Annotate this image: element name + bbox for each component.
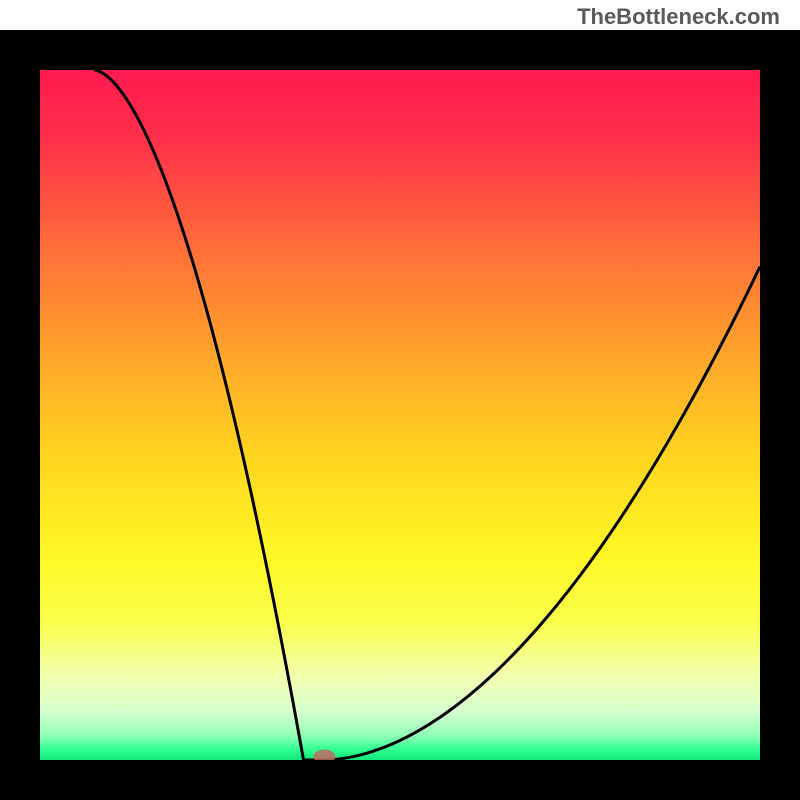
watermark-text: TheBottleneck.com xyxy=(577,4,780,30)
chart-background xyxy=(40,70,760,760)
bottleneck-chart xyxy=(0,0,800,800)
